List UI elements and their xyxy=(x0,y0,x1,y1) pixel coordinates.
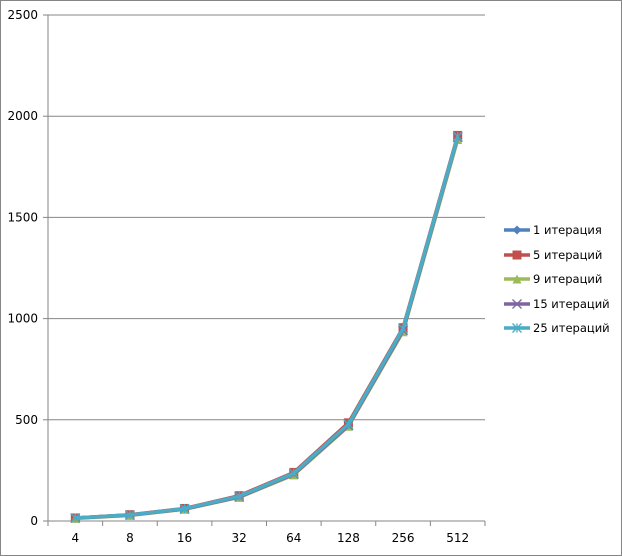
y-tick-label: 2500 xyxy=(7,8,38,22)
x-tick-label: 8 xyxy=(126,531,134,545)
y-tick-label: 500 xyxy=(15,413,38,427)
x-tick-label: 64 xyxy=(286,531,301,545)
legend-marker-triangle-icon xyxy=(504,274,530,284)
legend: 1 итерация 5 итераций 9 итераций 15 итераци… xyxy=(503,218,618,341)
legend-label: 15 итераций xyxy=(533,296,610,311)
x-tick-label: 128 xyxy=(337,531,360,545)
y-tick-label: 1500 xyxy=(7,210,38,224)
legend-item: 25 итераций xyxy=(503,316,618,341)
legend-item: 9 итераций xyxy=(503,267,618,292)
legend-item: 5 итераций xyxy=(503,243,618,268)
series-lines xyxy=(70,130,463,524)
x-tick-label: 256 xyxy=(392,531,415,545)
legend-marker-x-icon xyxy=(504,298,530,309)
y-axis: 0 500 1000 1500 2000 2500 xyxy=(7,8,49,528)
legend-item: 1 итерация xyxy=(503,218,618,243)
x-tick-label: 512 xyxy=(446,531,469,545)
legend-label: 9 итераций xyxy=(533,272,603,287)
gridlines xyxy=(48,14,485,421)
y-tick-label: 0 xyxy=(30,514,38,528)
y-tick-label: 1000 xyxy=(7,312,38,326)
legend-marker-star-icon xyxy=(504,323,530,334)
legend-marker-square-icon xyxy=(504,250,530,260)
legend-label: 1 итерация xyxy=(533,223,602,238)
y-tick-label: 2000 xyxy=(7,109,38,123)
legend-marker-diamond-icon xyxy=(504,225,530,235)
legend-label: 5 итераций xyxy=(533,247,603,262)
x-tick-label: 16 xyxy=(177,531,192,545)
x-tick-label: 4 xyxy=(71,531,79,545)
x-tick-label: 32 xyxy=(232,531,247,545)
x-axis: 4 8 16 32 64 128 256 512 xyxy=(47,520,486,545)
series-star xyxy=(70,131,463,523)
legend-item: 15 итераций xyxy=(503,292,618,317)
legend-label: 25 итераций xyxy=(533,321,610,336)
